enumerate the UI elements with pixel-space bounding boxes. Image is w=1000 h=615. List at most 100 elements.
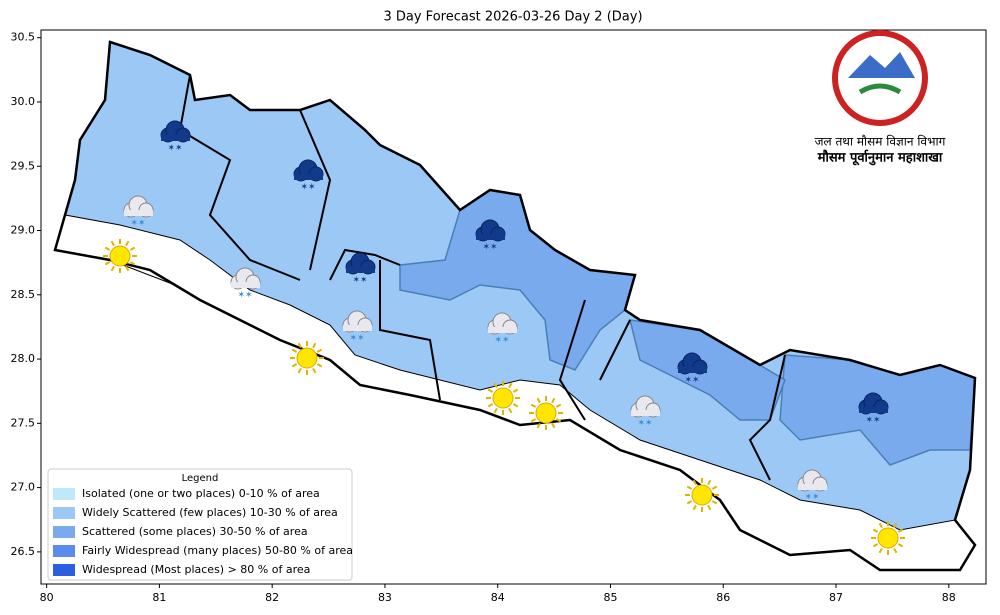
sun-ray — [686, 500, 693, 505]
cloud-icon: ✶✶ — [475, 219, 506, 253]
legend-swatch — [53, 507, 75, 519]
cloud-base — [346, 267, 375, 273]
cloud-icon: ✶✶ — [677, 352, 708, 386]
x-tick-label: 80 — [40, 591, 54, 604]
sun-ray — [125, 240, 130, 247]
sun-ray — [125, 265, 130, 272]
legend-swatch — [53, 545, 75, 557]
cloud-base — [476, 234, 505, 240]
y-tick-label: 29.0 — [11, 224, 36, 237]
sun-icon — [486, 381, 520, 415]
sun-disc — [535, 402, 557, 424]
precip: ✶✶ — [804, 493, 819, 503]
sun-ray — [291, 363, 298, 368]
precip: ✶✶ — [637, 419, 652, 429]
precip: ✶✶ — [237, 291, 252, 301]
sun-ray — [129, 261, 136, 266]
sun-ray — [707, 504, 712, 511]
sun-ray — [872, 543, 879, 548]
logo: जल तथा मौसम विज्ञान विभाग मौसम पूर्वानुम… — [815, 30, 946, 166]
legend-label: Widespread (Most places) > 80 % of area — [82, 563, 310, 576]
sun-ray — [686, 485, 693, 490]
map-title: 3 Day Forecast 2026-03-26 Day 2 (Day) — [383, 10, 642, 25]
sun-ray — [104, 261, 111, 266]
precip: ✶✶ — [349, 334, 364, 344]
sun-ray — [555, 418, 562, 423]
x-tick-label: 87 — [829, 591, 843, 604]
legend-label: Widely Scattered (few places) 10-30 % of… — [82, 506, 338, 519]
cloud-icon: ✶✶ — [487, 312, 518, 346]
sun-ray — [711, 485, 718, 490]
precip: ✶✶ — [482, 243, 497, 253]
cloud-base — [798, 484, 827, 490]
cloud-base — [343, 325, 372, 331]
precip: ✶✶ — [684, 376, 699, 386]
sun-ray — [297, 367, 302, 374]
x-tick-label: 82 — [265, 591, 279, 604]
y-tick-label: 26.5 — [11, 545, 36, 558]
legend-title: Legend — [182, 473, 219, 484]
sun-ray — [508, 407, 513, 414]
x-tick-label: 88 — [942, 591, 956, 604]
legend-swatch — [53, 526, 75, 538]
sun-ray — [493, 382, 498, 389]
sun-ray — [297, 342, 302, 349]
cloud-base — [231, 282, 260, 288]
sun-ray — [893, 547, 898, 554]
sun-ray — [508, 382, 513, 389]
sun-ray — [692, 479, 697, 486]
cloud-icon: ✶✶ — [858, 392, 889, 426]
sun-ray — [104, 246, 111, 251]
cloud-icon: ✶✶ — [293, 159, 324, 193]
sun-ray — [878, 547, 883, 554]
sun-ray — [110, 265, 115, 272]
logo-mountain — [848, 52, 915, 78]
sun-ray — [893, 522, 898, 529]
legend-swatch — [53, 488, 75, 500]
legend: Legend Isolated (one or two places) 0-10… — [47, 468, 353, 581]
sun-ray — [897, 543, 904, 548]
cloud-base — [124, 210, 153, 216]
x-tick-label: 81 — [152, 591, 166, 604]
legend-box — [47, 468, 353, 581]
cloud-base — [161, 135, 190, 141]
cloud-base — [678, 367, 707, 373]
legend-label: Scattered (some places) 30-50 % of area — [82, 525, 308, 538]
y-tick-label: 30.0 — [11, 95, 36, 108]
sun-icon — [529, 396, 563, 430]
sun-ray — [487, 388, 494, 393]
sun-disc — [877, 527, 899, 549]
x-tick-label: 83 — [378, 591, 392, 604]
precip: ✶✶ — [352, 276, 367, 286]
sun-disc — [492, 387, 514, 409]
sun-ray — [897, 528, 904, 533]
sun-icon — [103, 239, 137, 273]
sun-ray — [487, 403, 494, 408]
cloud-icon: ✶✶ — [797, 469, 828, 503]
sun-ray — [536, 397, 541, 404]
sun-ray — [872, 528, 879, 533]
sun-disc — [296, 347, 318, 369]
logo-hills — [858, 83, 902, 95]
sun-ray — [530, 403, 537, 408]
y-tick-label: 27.5 — [11, 416, 36, 429]
sun-ray — [551, 422, 556, 429]
cloud-icon: ✶✶ — [230, 267, 261, 301]
y-tick-label: 29.5 — [11, 159, 36, 172]
sun-ray — [711, 500, 718, 505]
sun-ray — [129, 246, 136, 251]
sun-disc — [691, 484, 713, 506]
sun-ray — [110, 240, 115, 247]
x-tick-label: 85 — [603, 591, 617, 604]
sun-ray — [291, 348, 298, 353]
cloud-base — [488, 327, 517, 333]
sun-ray — [692, 504, 697, 511]
cloud-base — [294, 174, 323, 180]
sun-ray — [551, 397, 556, 404]
cloud-base — [631, 410, 660, 416]
sun-ray — [493, 407, 498, 414]
nepal-map — [53, 40, 977, 572]
country-border — [53, 40, 977, 572]
y-tick-label: 28.5 — [11, 288, 36, 301]
